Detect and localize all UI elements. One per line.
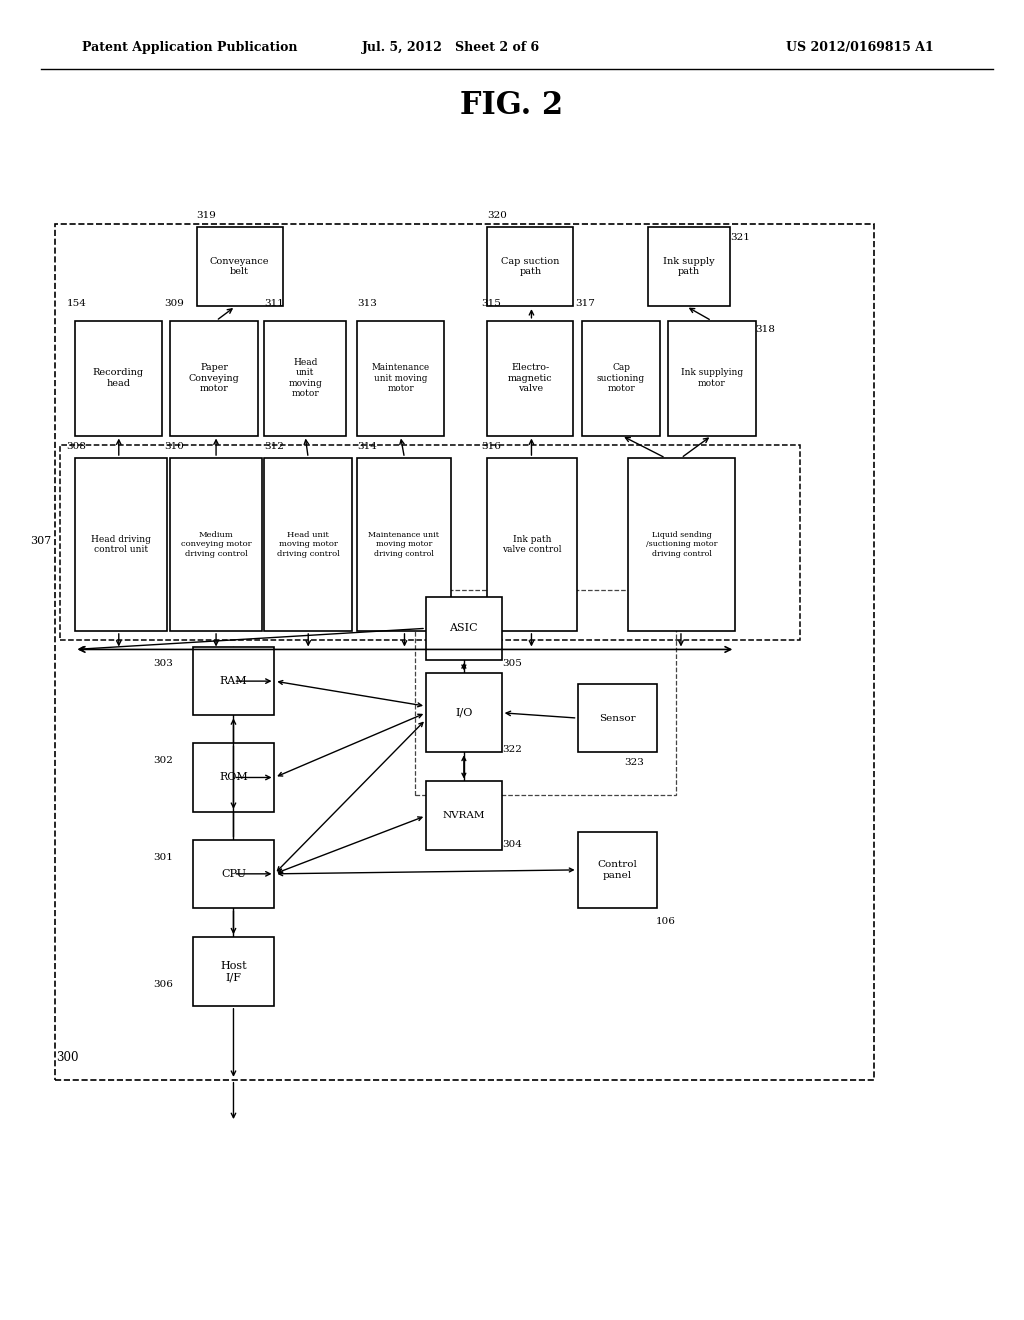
FancyBboxPatch shape xyxy=(648,227,730,306)
FancyBboxPatch shape xyxy=(264,321,346,436)
Text: 312: 312 xyxy=(264,442,284,450)
Text: 306: 306 xyxy=(154,981,173,989)
FancyBboxPatch shape xyxy=(193,937,274,1006)
Text: 318: 318 xyxy=(756,326,775,334)
Text: 301: 301 xyxy=(154,854,173,862)
Text: 303: 303 xyxy=(154,660,173,668)
Text: Medium
conveying motor
driving control: Medium conveying motor driving control xyxy=(181,531,251,557)
Text: 315: 315 xyxy=(481,300,501,308)
Text: 304: 304 xyxy=(502,841,521,849)
Text: ROM: ROM xyxy=(219,772,248,783)
Text: 154: 154 xyxy=(67,300,86,308)
Text: RAM: RAM xyxy=(220,676,247,686)
Text: Conveyance
belt: Conveyance belt xyxy=(210,257,269,276)
Text: Maintenance
unit moving
motor: Maintenance unit moving motor xyxy=(372,363,430,393)
Text: Head driving
control unit: Head driving control unit xyxy=(91,535,151,554)
FancyBboxPatch shape xyxy=(193,840,274,908)
Text: Cap suction
path: Cap suction path xyxy=(501,257,560,276)
FancyBboxPatch shape xyxy=(628,458,735,631)
Text: ASIC: ASIC xyxy=(450,623,478,634)
Text: 317: 317 xyxy=(575,300,595,308)
Text: Cap
suctioning
motor: Cap suctioning motor xyxy=(597,363,645,393)
Text: 314: 314 xyxy=(357,442,377,450)
Text: 321: 321 xyxy=(730,234,750,242)
Text: Ink supplying
motor: Ink supplying motor xyxy=(681,368,742,388)
Text: 319: 319 xyxy=(197,211,216,219)
Text: CPU: CPU xyxy=(221,869,246,879)
Text: Control
panel: Control panel xyxy=(598,861,637,879)
FancyBboxPatch shape xyxy=(170,321,258,436)
Text: 307: 307 xyxy=(30,536,51,546)
FancyBboxPatch shape xyxy=(193,743,274,812)
Text: Ink path
valve control: Ink path valve control xyxy=(502,535,562,554)
Text: FIG. 2: FIG. 2 xyxy=(461,90,563,121)
FancyBboxPatch shape xyxy=(197,227,283,306)
FancyBboxPatch shape xyxy=(426,673,502,752)
FancyBboxPatch shape xyxy=(582,321,660,436)
Text: 323: 323 xyxy=(625,759,644,767)
Text: NVRAM: NVRAM xyxy=(442,812,485,820)
FancyBboxPatch shape xyxy=(170,458,262,631)
Text: I/O: I/O xyxy=(456,708,472,718)
FancyBboxPatch shape xyxy=(193,647,274,715)
Text: 308: 308 xyxy=(67,442,86,450)
Text: 310: 310 xyxy=(164,442,183,450)
Text: Electro-
magnetic
valve: Electro- magnetic valve xyxy=(508,363,553,393)
Text: 305: 305 xyxy=(502,660,521,668)
Text: Liquid sending
/suctioning motor
driving control: Liquid sending /suctioning motor driving… xyxy=(646,531,717,557)
FancyBboxPatch shape xyxy=(75,458,167,631)
Text: Host
I/F: Host I/F xyxy=(220,961,247,982)
FancyBboxPatch shape xyxy=(578,684,657,752)
FancyBboxPatch shape xyxy=(426,597,502,660)
FancyBboxPatch shape xyxy=(487,458,577,631)
FancyBboxPatch shape xyxy=(578,832,657,908)
Text: 302: 302 xyxy=(154,756,173,764)
Text: 322: 322 xyxy=(502,746,521,754)
Text: Sensor: Sensor xyxy=(599,714,636,722)
Text: Jul. 5, 2012   Sheet 2 of 6: Jul. 5, 2012 Sheet 2 of 6 xyxy=(361,41,540,54)
Text: Patent Application Publication: Patent Application Publication xyxy=(82,41,297,54)
Text: Head
unit
moving
motor: Head unit moving motor xyxy=(289,358,322,399)
Text: 320: 320 xyxy=(487,211,507,219)
Text: 106: 106 xyxy=(655,917,675,925)
FancyBboxPatch shape xyxy=(668,321,756,436)
Text: 309: 309 xyxy=(164,300,183,308)
Text: 311: 311 xyxy=(264,300,284,308)
Text: Maintenance unit
moving motor
driving control: Maintenance unit moving motor driving co… xyxy=(369,531,439,557)
Text: Paper
Conveying
motor: Paper Conveying motor xyxy=(188,363,240,393)
FancyBboxPatch shape xyxy=(357,321,444,436)
Text: 300: 300 xyxy=(56,1051,79,1064)
FancyBboxPatch shape xyxy=(357,458,451,631)
Text: US 2012/0169815 A1: US 2012/0169815 A1 xyxy=(786,41,934,54)
Text: 313: 313 xyxy=(357,300,377,308)
FancyBboxPatch shape xyxy=(75,321,162,436)
Text: Recording
head: Recording head xyxy=(93,368,143,388)
FancyBboxPatch shape xyxy=(426,781,502,850)
Text: Ink supply
path: Ink supply path xyxy=(664,257,715,276)
Text: 316: 316 xyxy=(481,442,501,450)
Text: Head unit
moving motor
driving control: Head unit moving motor driving control xyxy=(276,531,340,557)
FancyBboxPatch shape xyxy=(487,227,573,306)
FancyBboxPatch shape xyxy=(487,321,573,436)
FancyBboxPatch shape xyxy=(264,458,352,631)
